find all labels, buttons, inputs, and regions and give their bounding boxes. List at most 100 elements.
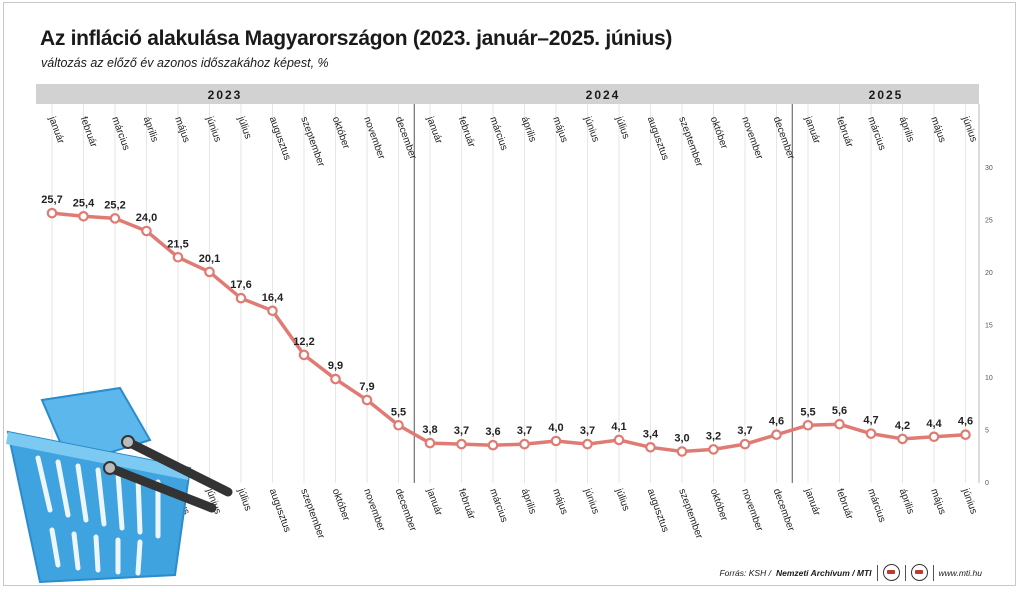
month-label-top: március [109,115,131,152]
month-label-bottom: szeptember [676,487,704,540]
data-value-label: 25,2 [104,199,125,211]
data-value-label: 3,7 [517,425,532,437]
footer-divider [932,564,934,581]
month-label-top: május [928,115,947,144]
data-point [645,441,656,453]
footer: Forrás: KSH / Nemzeti Archívum / MTI www… [719,564,982,581]
month-label-bottom: október [330,487,352,523]
month-label-bottom: január [424,486,444,517]
footer-website: www.mti.hu [938,567,982,578]
year-label-2025: 2025 [868,88,904,102]
data-point [298,349,310,361]
year-band [36,84,979,104]
data-point [361,394,373,406]
mti-logo-icon [882,564,900,581]
data-value-label: 25,7 [41,194,62,206]
month-label-bottom: június [959,486,979,515]
data-point [865,428,877,439]
data-point [235,292,247,304]
month-label-bottom: április [519,487,538,515]
month-label-top: október [708,115,730,151]
month-label-top: január [424,114,444,145]
data-value-label: 9,9 [328,360,343,372]
data-value-label: 17,6 [230,279,251,291]
data-point [708,444,719,455]
data-value-label: 4,4 [926,418,942,430]
data-value-label: 3,2 [706,430,721,442]
data-value-label: 5,5 [800,406,815,418]
data-point [676,446,688,457]
shopping-basket-icon [6,386,233,584]
data-point [204,266,215,278]
month-label-top: február [834,115,855,149]
data-point [456,438,467,450]
data-point [928,431,940,443]
month-label-bottom: augusztus [645,487,671,534]
month-label-bottom: december [393,487,419,533]
year-label-2023: 2023 [207,88,243,102]
month-label-bottom: július [613,486,631,512]
data-value-label: 4,1 [611,421,626,433]
month-label-bottom: június [581,486,601,515]
data-point [960,429,971,440]
data-point [78,211,89,222]
data-value-label: 3,7 [737,425,752,437]
data-point [46,207,58,219]
month-label-top: augusztus [645,115,671,162]
data-value-label: 3,8 [422,424,437,436]
month-label-bottom: szeptember [298,487,326,540]
month-label-top: június [203,114,223,143]
data-point [267,305,278,317]
footer-source: Forrás: KSH / [719,567,771,578]
y-tick-label: 15 [985,323,993,330]
footer-divider [876,564,878,581]
month-label-top: július [613,114,631,140]
data-value-label: 24,0 [136,212,157,224]
data-value-label: 25,4 [73,197,95,209]
month-label-top: november [361,115,387,161]
month-label-bottom: február [834,487,855,521]
year-label-2024: 2024 [585,88,621,102]
month-label-top: november [739,115,765,161]
data-point [897,433,908,445]
data-point [330,373,341,385]
data-value-label: 4,6 [769,416,784,428]
data-point [550,435,562,447]
month-label-top: augusztus [267,115,293,162]
data-point [393,419,404,431]
data-point [739,438,751,450]
data-value-label: 20,1 [199,253,220,265]
data-value-label: 3,7 [580,425,595,437]
data-point [519,438,530,450]
data-value-label: 3,7 [454,425,469,437]
data-point [487,439,499,451]
y-tick-label: 30 [985,165,993,172]
month-label-bottom: november [739,487,765,533]
month-label-top: január [802,114,822,145]
month-label-top: március [865,115,887,152]
data-point [771,429,782,440]
data-value-label: 16,4 [262,292,284,304]
y-tick-label: 10 [985,375,993,382]
month-label-top: február [78,115,99,149]
data-point [141,225,152,237]
y-tick-label: 5 [985,428,989,435]
month-label-top: június [581,114,601,143]
y-tick-label: 20 [985,270,993,277]
data-value-label: 12,2 [293,336,314,348]
month-label-top: április [519,115,538,143]
month-label-top: október [330,115,352,151]
data-value-label: 7,9 [359,381,374,393]
month-label-bottom: január [802,486,822,517]
data-value-label: 4,0 [548,422,563,434]
month-label-bottom: december [771,487,797,533]
month-label-bottom: április [897,487,916,515]
y-tick-label: 0 [985,480,989,487]
data-point [582,438,593,450]
month-label-top: február [456,115,477,149]
data-point [172,251,184,263]
month-label-bottom: október [708,487,730,523]
chart-subtitle: változás az előző év azonos időszakához … [41,56,329,70]
data-value-label: 3,4 [643,428,659,440]
month-label-top: szeptember [298,115,326,168]
